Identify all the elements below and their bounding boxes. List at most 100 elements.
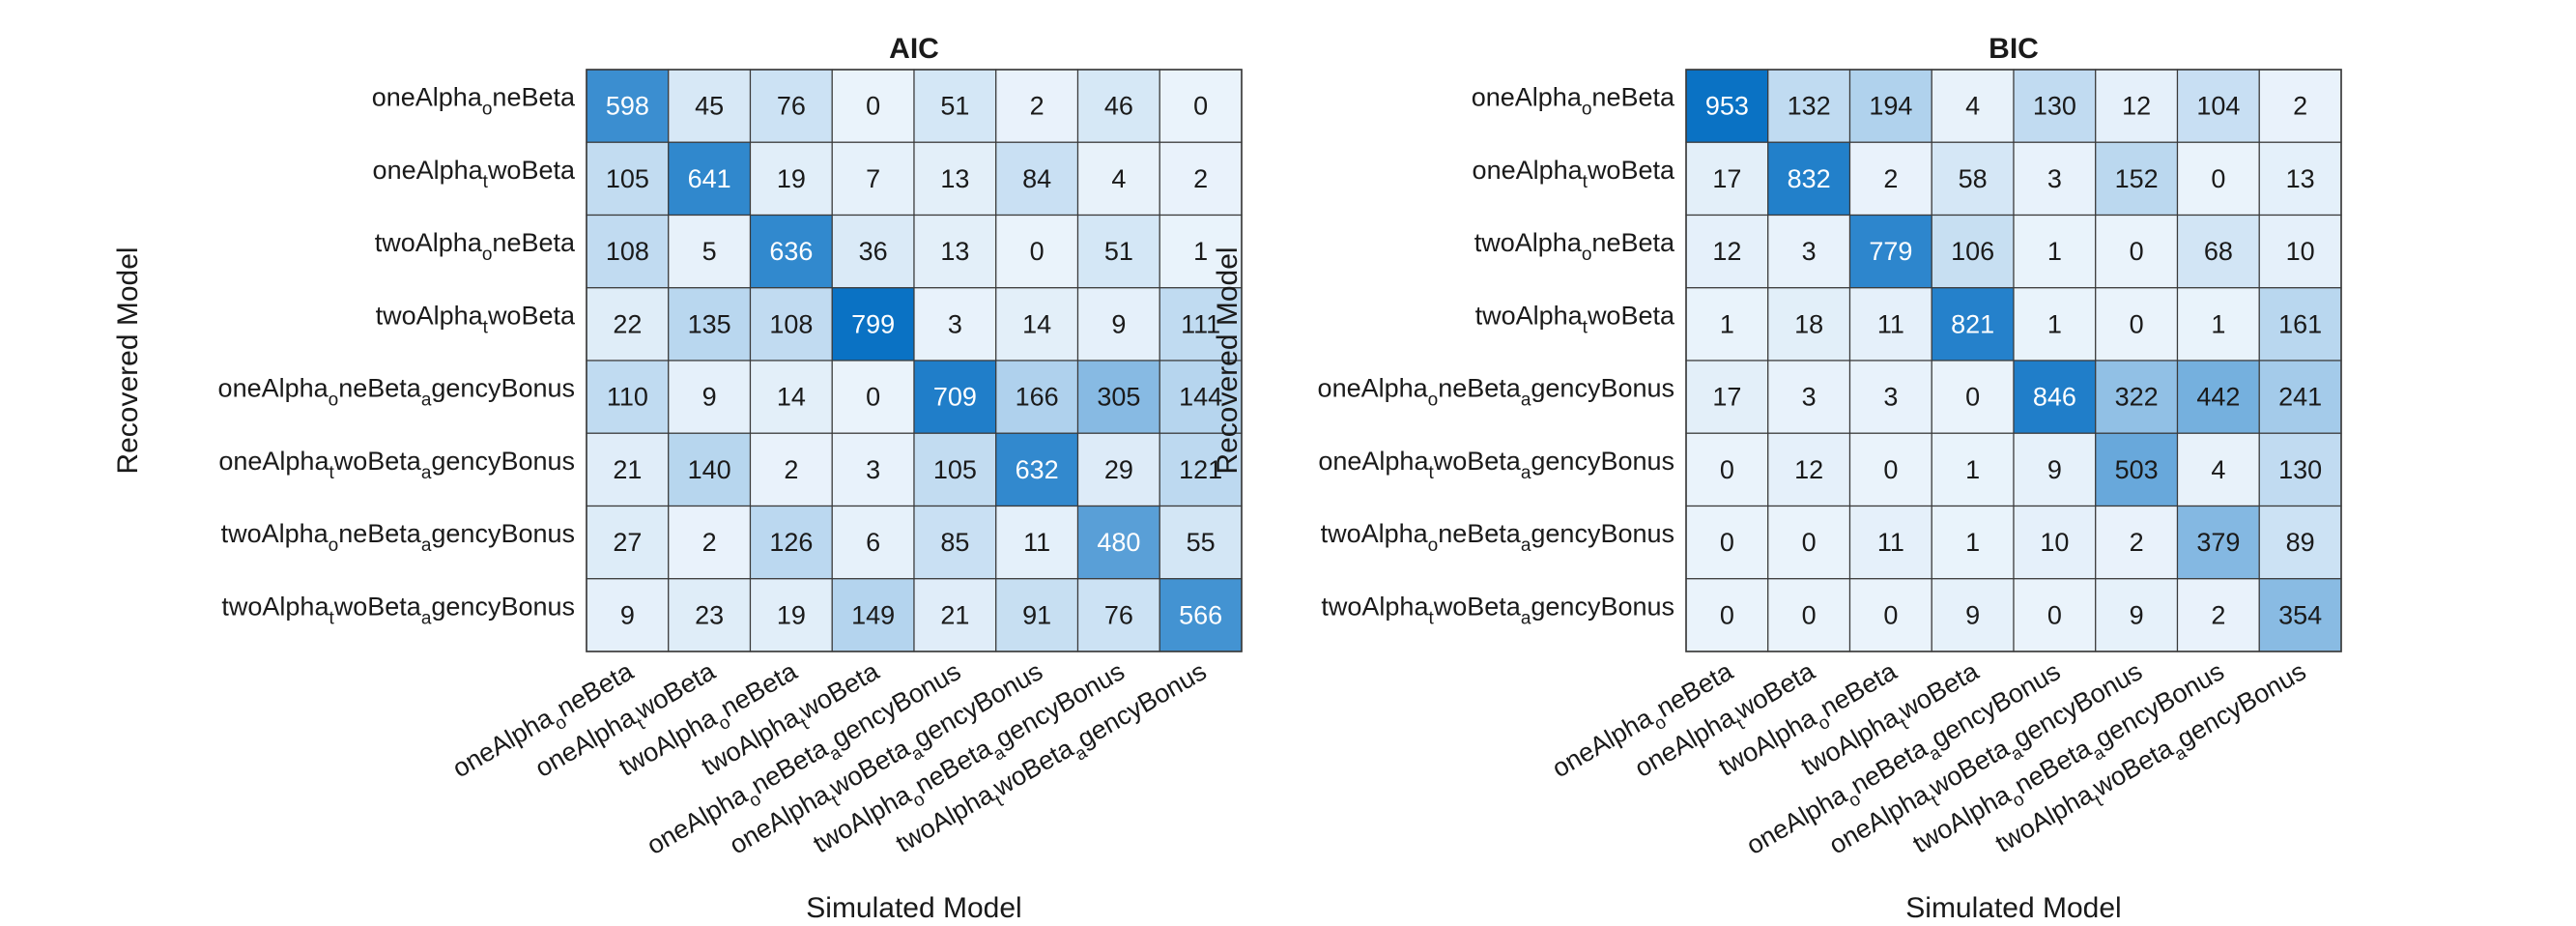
cell-value-label: 2 (2211, 600, 2225, 629)
cell-value-label: 442 (2196, 383, 2240, 412)
cell-value-label: 354 (2278, 600, 2322, 629)
cell-value-label: 4 (2211, 455, 2225, 484)
cell-value-label: 130 (2033, 92, 2076, 121)
cell-value-label: 3 (948, 309, 962, 338)
label-part: oneAlpha (1473, 156, 1584, 185)
cell-value-label: 17 (1712, 383, 1741, 412)
cell-value-label: 1 (1720, 309, 1734, 338)
heatmap-cell (2095, 214, 2179, 289)
cell-value-label: 1 (2047, 237, 2062, 266)
cell-value-label: 55 (1187, 528, 1216, 557)
cell-value-label: 1 (1965, 455, 1980, 484)
cell-value-label: 3 (866, 455, 880, 484)
cell-value-label: 51 (1104, 237, 1133, 266)
heatmap-cell (1767, 432, 1851, 507)
heatmap-cell (1767, 214, 1851, 289)
cell-value-label: 11 (1023, 528, 1050, 557)
cell-value-label: 135 (688, 309, 731, 338)
heatmap-cell (1159, 141, 1243, 217)
plot-border (1685, 69, 2342, 652)
cell-value-label: 166 (1016, 383, 1059, 412)
heatmap-cell (2013, 69, 2097, 143)
cell-value-label: 0 (2047, 600, 2062, 629)
label-part: woBeta (1433, 592, 1522, 621)
heatmap-cell (831, 69, 915, 143)
label-part: a (1521, 535, 1531, 556)
y-tick-label: twoAlphatwoBetaagencyBonus (221, 592, 575, 628)
heatmap-cell (749, 578, 833, 652)
cell-value-label: 51 (940, 92, 969, 121)
cell-value-label: 126 (769, 528, 813, 557)
cell-value-label: 9 (1965, 600, 1980, 629)
heatmap-cell (1685, 432, 1769, 507)
heatmap-cell (1848, 287, 1932, 362)
label-part: oneAlpha (1318, 374, 1429, 403)
cell-value-label: 5 (702, 237, 717, 266)
cell-value-label: 111 (1181, 309, 1220, 338)
label-part: t (483, 172, 489, 192)
y-tick-label: oneAlphaoneBetaagencyBonus (218, 374, 575, 411)
heatmap-cell (2258, 578, 2342, 652)
cell-value-label: 2 (2293, 92, 2307, 121)
label-part: t (1428, 608, 1434, 628)
label-part: twoAlpha (221, 519, 329, 548)
label-part: neBeta (338, 519, 422, 548)
heatmap-cell (2176, 287, 2260, 362)
y-tick-label: twoAlphatwoBetaagencyBonus (1321, 592, 1674, 628)
heatmap-cell (2095, 360, 2179, 434)
y-tick-label: oneAlphaoneBetaagencyBonus (1318, 374, 1674, 411)
cell-value-label: 13 (940, 237, 969, 266)
cell-value-label: 161 (2278, 309, 2322, 338)
cell-value-label: 149 (851, 600, 895, 629)
label-part: neBeta (1438, 374, 1522, 403)
cell-value-label: 636 (769, 237, 813, 266)
heatmap-cell (1848, 505, 1932, 580)
cell-value-label: 10 (2040, 528, 2069, 557)
cell-value-label: 2 (1030, 92, 1045, 121)
cell-value-label: 45 (695, 92, 724, 121)
heatmap-cell (913, 432, 997, 507)
heatmap-cell (2258, 141, 2342, 217)
cell-value-label: 108 (606, 237, 649, 266)
cell-value-label: 19 (777, 164, 806, 193)
label-part: gencyBonus (431, 592, 575, 621)
heatmap-cell (1076, 578, 1160, 652)
cell-value-label: 2 (784, 455, 798, 484)
heatmap-cell (1767, 505, 1851, 580)
heatmap-cell (2095, 505, 2179, 580)
y-axis-label: Recovered Model (112, 246, 144, 474)
cell-value-label: 379 (2196, 528, 2240, 557)
cell-value-label: 9 (1111, 309, 1126, 338)
heatmap-cell (1159, 69, 1243, 143)
plot-border (586, 69, 1243, 652)
label-part: neBeta (1438, 519, 1522, 548)
cell-value-label: 0 (1883, 600, 1898, 629)
cell-value-label: 2 (702, 528, 717, 557)
heatmap-cell (913, 578, 997, 652)
label-part: gencyBonus (1531, 592, 1674, 621)
cell-value-label: 29 (1104, 455, 1133, 484)
heatmap-cell (1076, 432, 1160, 507)
heatmap-cell (2258, 432, 2342, 507)
heatmap-cell (1076, 287, 1160, 362)
cell-value-label: 641 (688, 164, 731, 193)
cell-value-label: 0 (2211, 164, 2225, 193)
cell-value-label: 22 (613, 309, 642, 338)
cell-value-label: 18 (1794, 309, 1823, 338)
heatmap-cell (2013, 578, 2097, 652)
heatmap-cell (1767, 360, 1851, 434)
heatmap-cell (668, 578, 752, 652)
label-part: a (421, 535, 432, 556)
cell-value-label: 11 (1877, 528, 1904, 557)
y-tick-label: oneAlphaoneBeta (1472, 83, 1675, 120)
label-part: t (1583, 317, 1589, 337)
label-part: twoAlpha (1321, 519, 1429, 548)
cell-value-label: 1 (1965, 528, 1980, 557)
heatmap-cell (831, 287, 915, 362)
label-part: t (1583, 172, 1589, 192)
label-part: twoAlpha (375, 228, 483, 257)
heatmap-cell (1931, 578, 2015, 652)
label-part: woBeta (1433, 447, 1522, 476)
cell-value-label: 799 (851, 309, 895, 338)
label-part: a (1521, 608, 1531, 628)
